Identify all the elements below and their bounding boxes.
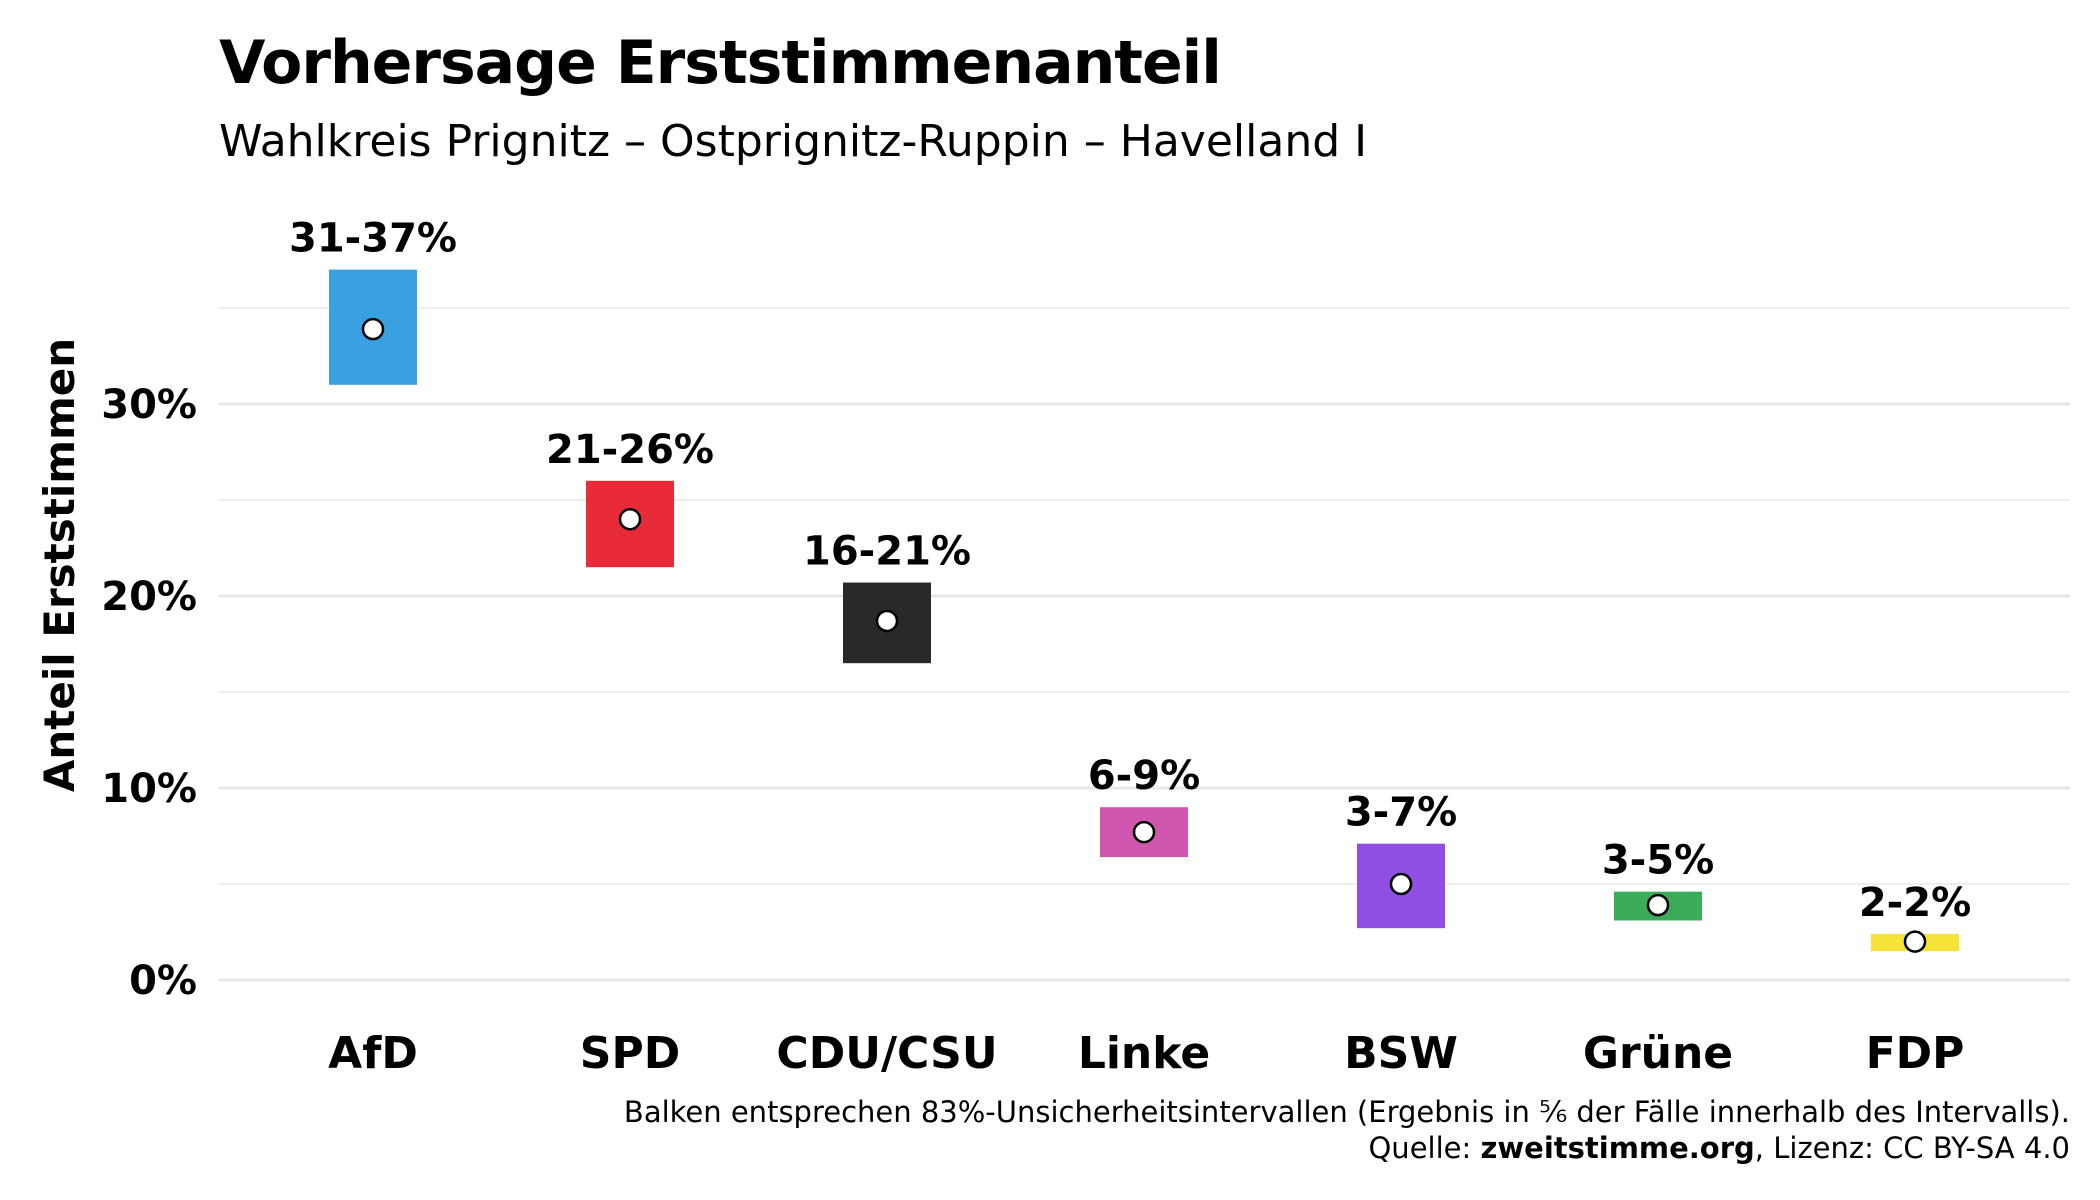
category-label: FDP xyxy=(1866,1028,1965,1079)
y-tick-label: 20% xyxy=(101,574,197,620)
data-label: 3-7% xyxy=(1345,790,1457,836)
category-labels: AfD SPD CDU/CSU Linke BSW Grüne FDP xyxy=(328,1028,1964,1079)
gridlines xyxy=(219,307,2070,982)
y-axis-title: Anteil Erststimmen xyxy=(35,338,84,792)
source-prefix: Quelle: xyxy=(1368,1131,1481,1165)
data-label: 6-9% xyxy=(1088,753,1200,799)
category-label: AfD xyxy=(328,1028,418,1079)
forecast-point xyxy=(618,507,642,531)
forecast-points xyxy=(361,317,1927,953)
y-tick-labels: 0% 10% 20% 30% xyxy=(101,382,197,1004)
category-label: CDU/CSU xyxy=(776,1028,997,1079)
forecast-point xyxy=(875,609,899,633)
data-label: 3-5% xyxy=(1602,838,1714,884)
category-label: BSW xyxy=(1344,1028,1458,1079)
forecast-point xyxy=(1903,930,1927,953)
y-tick-label: 30% xyxy=(101,382,197,428)
caption-source: Quelle: zweitstimme.org, Lizenz: CC BY-S… xyxy=(624,1130,2070,1166)
data-label: 2-2% xyxy=(1859,880,1971,926)
forecast-point xyxy=(1389,872,1413,896)
category-label: Linke xyxy=(1078,1028,1210,1079)
forecast-point xyxy=(1646,893,1670,917)
forecast-point xyxy=(361,317,385,341)
chart-subtitle: Wahlkreis Prignitz – Ostprignitz-Ruppin … xyxy=(219,116,1368,167)
y-tick-label: 10% xyxy=(101,766,197,812)
source-link: zweitstimme.org xyxy=(1480,1131,1755,1165)
category-label: SPD xyxy=(580,1028,680,1079)
data-labels: 31-37% 21-26% 16-21% 6-9% 3-7% 3-5% 2-2% xyxy=(289,216,1971,926)
interval-bars xyxy=(329,269,1959,952)
data-label: 31-37% xyxy=(289,216,457,262)
chart-caption: Balken entsprechen 83%-Unsicherheitsinte… xyxy=(624,1094,2070,1166)
data-label: 16-21% xyxy=(803,529,971,575)
data-label: 21-26% xyxy=(546,427,714,473)
category-label: Grüne xyxy=(1583,1028,1733,1079)
source-license: , Lizenz: CC BY-SA 4.0 xyxy=(1754,1131,2070,1165)
chart-title: Vorhersage Erststimmenanteil xyxy=(219,28,1222,98)
y-tick-label: 0% xyxy=(129,958,197,1004)
caption-note: Balken entsprechen 83%-Unsicherheitsinte… xyxy=(623,1095,2070,1129)
forecast-point xyxy=(1132,820,1156,844)
